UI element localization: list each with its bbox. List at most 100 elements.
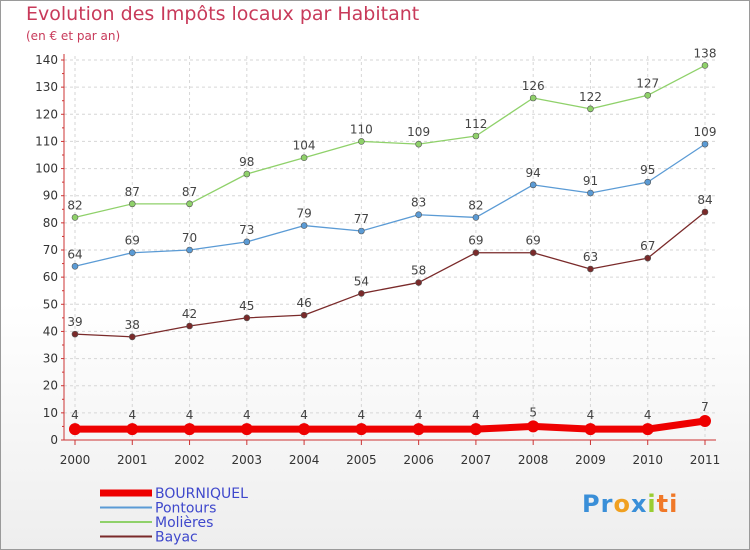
data-point (587, 189, 594, 197)
y-tick-label: 110 (35, 134, 58, 148)
data-point (701, 62, 709, 69)
data-point (128, 200, 136, 208)
y-tick-label: 40 (43, 324, 58, 338)
data-label: 84 (697, 193, 712, 207)
data-point (472, 132, 480, 140)
data-point (412, 423, 425, 436)
data-point (587, 265, 594, 273)
y-tick-label: 30 (43, 352, 58, 366)
data-point (300, 311, 308, 319)
data-label: 104 (293, 139, 316, 153)
data-label: 5 (529, 405, 537, 419)
data-point (469, 423, 482, 436)
data-label: 83 (411, 196, 426, 210)
series-layer (69, 62, 711, 436)
data-point (699, 415, 711, 427)
data-label: 46 (296, 296, 311, 310)
data-point (186, 246, 193, 254)
y-tick-label: 140 (35, 53, 58, 67)
data-label: 4 (300, 408, 308, 422)
y-tick-label: 10 (43, 406, 58, 420)
series-line-bourniquel (75, 417, 706, 433)
x-tick-label: 2002 (174, 453, 205, 467)
data-point (701, 208, 709, 216)
data-label: 122 (579, 90, 602, 104)
data-point (472, 214, 480, 221)
data-point (472, 249, 480, 257)
data-label: 4 (358, 408, 366, 422)
data-point (644, 254, 652, 262)
x-tick-label: 2000 (60, 453, 91, 467)
data-label: 4 (415, 408, 423, 422)
data-point (71, 262, 79, 270)
chart-subtitle: (en € et par an) (26, 29, 121, 43)
data-label: 91 (583, 174, 598, 188)
data-label: 4 (243, 408, 251, 422)
data-point (355, 423, 368, 436)
data-point (243, 238, 251, 246)
data-label: 87 (182, 185, 197, 199)
x-tick-label: 2007 (461, 453, 492, 467)
data-label: 70 (182, 231, 197, 245)
x-tick-label: 2010 (632, 453, 663, 467)
data-label: 126 (522, 79, 545, 93)
data-label: 7 (701, 400, 709, 414)
data-label: 82 (468, 198, 483, 212)
data-point (415, 140, 422, 148)
x-tick-label: 2008 (518, 453, 549, 467)
series-line-molières (74, 64, 706, 219)
data-point (71, 214, 79, 221)
data-label: 79 (296, 207, 311, 221)
y-tick-label: 50 (43, 297, 58, 311)
data-label: 63 (583, 250, 598, 264)
y-tick-label: 0 (50, 433, 58, 447)
grid-layer (64, 56, 716, 441)
x-tick-label: 2009 (575, 453, 606, 467)
data-label: 64 (67, 247, 82, 261)
data-label: 127 (636, 76, 659, 90)
data-label: 94 (526, 166, 541, 180)
y-tick-label: 120 (35, 107, 58, 121)
y-tick-label: 60 (43, 270, 58, 284)
data-point (415, 211, 422, 219)
data-point (128, 249, 136, 257)
data-point (69, 423, 81, 436)
data-point (641, 423, 654, 436)
data-label: 54 (354, 274, 369, 288)
series-line-bayac (74, 211, 706, 338)
data-point (587, 105, 594, 113)
data-point (126, 423, 139, 436)
x-tick-label: 2004 (289, 453, 320, 467)
data-label: 4 (587, 408, 595, 422)
legend-label: BOURNIQUEL (155, 486, 248, 502)
data-label: 73 (239, 223, 254, 237)
chart-title: Evolution des Impôts locaux par Habitant (26, 3, 420, 25)
data-point (644, 178, 652, 186)
y-tick-label: 80 (43, 216, 58, 230)
x-tick-label: 2006 (403, 453, 434, 467)
data-point (358, 290, 365, 297)
legend-label: Molières (155, 515, 213, 531)
data-label: 39 (67, 315, 82, 329)
data-label: 42 (182, 307, 197, 321)
proxiti-logo: Proxiti (582, 490, 679, 518)
x-tick-label: 2003 (232, 453, 263, 467)
data-label: 67 (640, 239, 655, 253)
data-point (415, 279, 422, 286)
data-point (527, 420, 540, 433)
data-label: 82 (67, 198, 82, 212)
data-point (243, 314, 251, 322)
y-tick-label: 90 (43, 189, 58, 203)
data-point (358, 138, 365, 145)
x-tick-label: 2005 (346, 453, 377, 467)
x-tick-label: 2011 (690, 453, 721, 467)
series-line-pontours (74, 143, 706, 267)
data-label: 138 (694, 46, 717, 60)
data-label: 38 (125, 318, 140, 332)
data-label: 77 (354, 212, 369, 226)
data-label: 87 (125, 185, 140, 199)
y-tick-label: 100 (35, 162, 58, 176)
data-point (240, 423, 253, 436)
